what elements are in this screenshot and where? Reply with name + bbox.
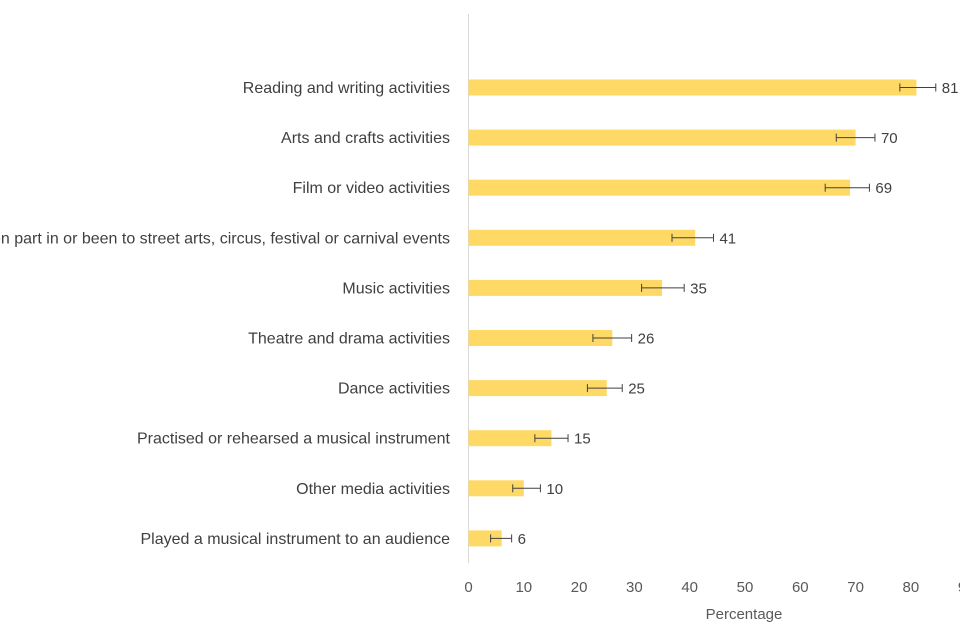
x-tick-label: 10 — [515, 579, 532, 596]
error-bar — [671, 233, 714, 242]
x-tick-label: 90 — [958, 579, 960, 596]
x-tick-label: 20 — [571, 579, 588, 596]
bar — [468, 480, 524, 497]
value-label: 25 — [628, 381, 645, 398]
error-bar — [490, 534, 513, 543]
category-label: Practised or rehearsed a musical instrum… — [137, 431, 451, 448]
value-label: 10 — [546, 481, 563, 498]
value-label: 26 — [638, 331, 655, 348]
x-axis-title: Percentage — [706, 606, 783, 623]
value-label: 81 — [942, 80, 959, 97]
x-tick-label: 60 — [792, 579, 809, 596]
error-bar — [899, 83, 937, 92]
bar — [468, 79, 917, 96]
value-label: 41 — [719, 230, 736, 247]
bar — [468, 279, 663, 296]
bar — [468, 430, 552, 447]
x-tick-label: 50 — [737, 579, 754, 596]
category-label: Theatre and drama activities — [248, 331, 450, 348]
category-label: Reading and writing activities — [243, 80, 450, 97]
bar — [468, 229, 696, 246]
category-label: Played a musical instrument to an audien… — [140, 531, 450, 548]
category-label: Taken part in or been to street arts, ci… — [0, 230, 450, 247]
error-bars-layer — [490, 83, 937, 543]
value-label: 35 — [690, 280, 707, 297]
error-bar — [835, 133, 876, 142]
error-bar — [512, 484, 541, 493]
category-labels: Reading and writing activities Arts and c… — [0, 80, 451, 548]
x-tick-label: 40 — [681, 579, 698, 596]
bar — [468, 380, 607, 397]
bar — [468, 179, 851, 196]
value-labels: 81 70 69 41 35 26 25 15 10 6 — [518, 80, 959, 548]
value-label: 15 — [574, 431, 591, 448]
category-label: Dance activities — [338, 381, 450, 398]
x-axis-ticks: 0 10 20 30 40 50 60 70 80 90 — [464, 579, 960, 596]
bar — [468, 129, 856, 146]
error-bar — [586, 384, 623, 393]
error-bar — [641, 283, 685, 292]
error-bar — [592, 334, 633, 342]
error-bar — [824, 183, 870, 192]
bar — [468, 530, 502, 547]
category-label: Music activities — [342, 280, 450, 297]
value-label: 69 — [875, 180, 892, 197]
error-bar — [534, 434, 569, 443]
bars-layer — [468, 79, 917, 547]
category-label: Film or video activities — [293, 180, 450, 197]
category-label: Other media activities — [296, 481, 450, 498]
x-tick-label: 0 — [464, 579, 472, 596]
value-label: 6 — [518, 531, 526, 548]
category-label: Arts and crafts activities — [281, 130, 450, 147]
x-tick-label: 70 — [847, 579, 864, 596]
value-label: 70 — [881, 130, 898, 147]
x-tick-label: 30 — [626, 579, 643, 596]
bar — [468, 330, 613, 346]
x-tick-label: 80 — [903, 579, 920, 596]
